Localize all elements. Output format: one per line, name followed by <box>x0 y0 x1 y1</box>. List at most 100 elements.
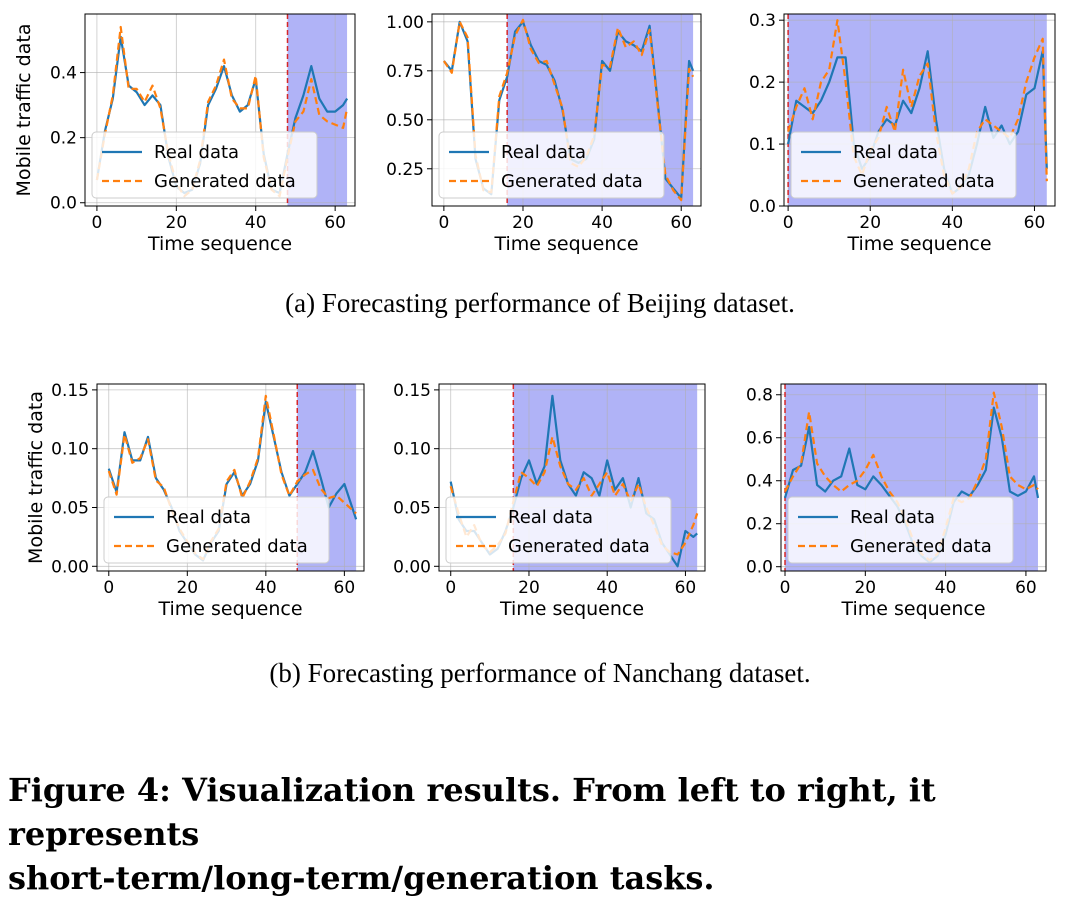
x-tick-label: 60 <box>1024 213 1046 233</box>
legend: Real data Generated data <box>445 496 672 564</box>
y-tick-label: 0.0 <box>746 558 773 578</box>
y-tick-label: 0.25 <box>386 160 424 180</box>
figure-caption: Figure 4: Visualization results. From le… <box>8 768 1078 900</box>
legend-label-generated: Generated data <box>853 171 995 192</box>
x-tick-label: 60 <box>324 213 346 233</box>
subcaption-b: (b) Forecasting performance of Nanchang … <box>269 658 811 688</box>
x-tick-label: 40 <box>596 578 618 598</box>
chart-panel-b-3: 0 20 40 60 0.0 0.2 0.4 0.6 0.8 Time sequence Real … <box>746 383 1047 620</box>
legend-label-real: Real data <box>166 507 251 528</box>
x-tick-label: 40 <box>591 213 613 233</box>
chart-panel-a-3: 0 20 40 60 0.0 0.1 0.2 0.3 Time sequence Real dat… <box>749 11 1056 255</box>
legend-label-real: Real data <box>850 507 935 528</box>
x-tick-label: 20 <box>518 578 540 598</box>
x-tick-label: 40 <box>245 213 267 233</box>
chart-panel-b-2: 0 20 40 60 0.00 0.05 0.10 0.15 Time sequence Real… <box>393 381 706 620</box>
y-tick-label: 0.05 <box>393 498 431 518</box>
legend: Real data Generated data <box>790 131 1017 199</box>
x-tick-label: 40 <box>935 578 957 598</box>
figure-canvas: 0 20 40 60 0.0 0.2 0.4 Time sequence Mobile traf… <box>13 11 1056 620</box>
x-tick-label: 60 <box>670 213 692 233</box>
chart-panel-a-1: 0 20 40 60 0.0 0.2 0.4 Time sequence Mobile traf… <box>13 13 356 255</box>
figure-caption-line-1: Figure 4: Visualization results. From le… <box>8 771 936 853</box>
x-tick-label: 20 <box>166 213 188 233</box>
legend-box <box>445 496 672 564</box>
y-tick-label: 0.00 <box>51 557 89 577</box>
y-tick-label: 0.2 <box>746 515 773 535</box>
generated-data-line <box>95 25 349 198</box>
y-tick-label: 0.0 <box>50 194 77 214</box>
legend-box <box>91 131 318 199</box>
y-tick-label: 0.75 <box>386 62 424 82</box>
y-tick-label: 0.50 <box>386 111 424 131</box>
x-tick-label: 20 <box>859 213 881 233</box>
x-tick-label: 20 <box>854 578 876 598</box>
y-tick-label: 0.15 <box>51 381 89 401</box>
legend: Real data Generated data <box>438 131 665 199</box>
x-axis-label: Time sequence <box>147 233 292 255</box>
y-tick-label: 0.2 <box>50 129 77 149</box>
axes-frame <box>431 13 702 207</box>
legend-label-real: Real data <box>501 142 586 163</box>
x-axis-label: Time sequence <box>840 598 985 620</box>
x-tick-label: 60 <box>675 578 697 598</box>
x-tick-label: 40 <box>255 578 277 598</box>
y-tick-label: 0.6 <box>746 429 773 449</box>
axes-frame <box>783 13 1056 207</box>
real-data-line <box>95 35 349 195</box>
x-axis-label: Time sequence <box>499 598 644 620</box>
legend-label-generated: Generated data <box>508 536 650 557</box>
y-axis-label: Mobile traffic data <box>25 391 47 564</box>
legend-label-real: Real data <box>508 507 593 528</box>
legend: Real data Generated data <box>91 131 318 199</box>
y-tick-label: 0.1 <box>749 135 776 155</box>
x-tick-label: 0 <box>438 213 449 233</box>
y-tick-label: 0.2 <box>749 73 776 93</box>
y-tick-label: 0.4 <box>746 472 773 492</box>
axes-frame <box>780 383 1047 572</box>
legend-box <box>103 496 330 564</box>
x-tick-label: 60 <box>334 578 356 598</box>
x-tick-label: 20 <box>512 213 534 233</box>
figure-caption-line-2: short-term/long-term/generation tasks. <box>8 859 715 897</box>
legend-label-real: Real data <box>853 142 938 163</box>
y-tick-label: 1.00 <box>386 13 424 33</box>
x-axis-label: Time sequence <box>157 598 302 620</box>
subcaption-a: (a) Forecasting performance of Beijing d… <box>285 288 795 318</box>
x-tick-label: 0 <box>445 578 456 598</box>
x-tick-label: 20 <box>176 578 198 598</box>
y-tick-label: 0.10 <box>51 440 89 460</box>
legend: Real data Generated data <box>103 496 330 564</box>
x-tick-label: 0 <box>783 213 794 233</box>
legend-box <box>438 131 665 199</box>
y-tick-label: 0.00 <box>393 557 431 577</box>
legend-label-generated: Generated data <box>154 171 296 192</box>
x-tick-label: 0 <box>91 213 102 233</box>
y-tick-label: 0.05 <box>51 498 89 518</box>
legend-label-generated: Generated data <box>501 171 643 192</box>
legend-box <box>787 496 1014 564</box>
legend-box <box>790 131 1017 199</box>
axes-frame <box>96 383 365 572</box>
y-tick-label: 0.3 <box>749 11 776 31</box>
legend-label-generated: Generated data <box>850 536 992 557</box>
y-tick-label: 0.15 <box>393 381 431 401</box>
legend-label-real: Real data <box>154 142 239 163</box>
y-tick-label: 0.4 <box>50 64 77 84</box>
axes-frame <box>84 13 356 207</box>
x-tick-label: 0 <box>103 578 114 598</box>
x-tick-label: 60 <box>1015 578 1037 598</box>
generated-data-line <box>107 394 357 561</box>
y-tick-label: 0.0 <box>749 197 776 217</box>
x-tick-label: 40 <box>942 213 964 233</box>
chart-panel-a-2: 0 20 40 60 0.25 0.50 0.75 1.00 Time sequence Real… <box>386 13 702 255</box>
y-tick-label: 0.8 <box>746 386 773 406</box>
x-axis-label: Time sequence <box>493 233 638 255</box>
legend: Real data Generated data <box>787 496 1014 564</box>
legend-label-generated: Generated data <box>166 536 308 557</box>
x-axis-label: Time sequence <box>846 233 991 255</box>
axes-frame <box>438 383 706 572</box>
y-tick-label: 0.10 <box>393 440 431 460</box>
y-axis-label: Mobile traffic data <box>13 24 35 197</box>
chart-panel-b-1: 0 20 40 60 0.00 0.05 0.10 0.15 Time sequence Mobi… <box>25 381 365 620</box>
